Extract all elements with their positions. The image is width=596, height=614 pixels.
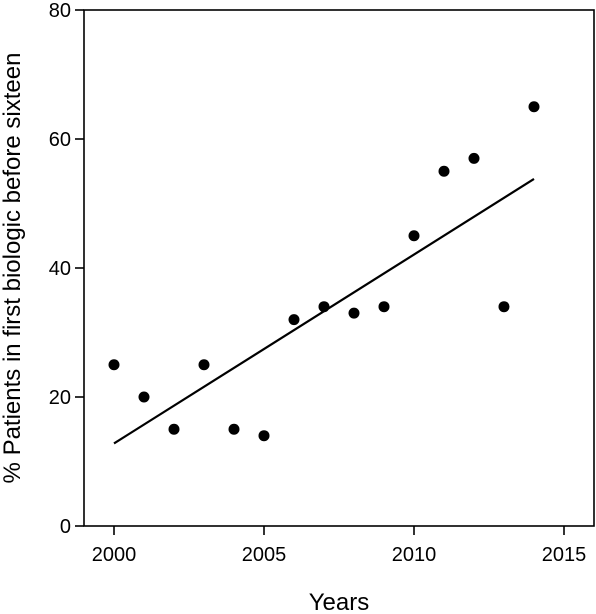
data-point: [348, 307, 360, 319]
data-point: [228, 423, 240, 435]
data-point: [438, 165, 450, 177]
x-tick-label: 2000: [92, 544, 137, 566]
data-point: [108, 359, 120, 371]
x-tick-label: 2010: [392, 544, 437, 566]
y-tick-label: 40: [49, 258, 71, 280]
data-point: [288, 314, 300, 326]
data-points: [108, 101, 540, 442]
x-tick-label: 2015: [542, 544, 587, 566]
y-tick-label: 0: [60, 516, 71, 538]
data-point: [198, 359, 210, 371]
data-point: [258, 430, 270, 442]
plot-frame: [83, 9, 595, 527]
data-point: [408, 230, 420, 242]
x-axis-title: Years: [309, 589, 370, 614]
y-tick-label: 20: [49, 387, 71, 409]
data-point: [168, 423, 180, 435]
data-point: [528, 101, 540, 113]
y-axis-title: % Patients in first biologic before sixt…: [0, 53, 26, 484]
data-point: [468, 152, 480, 164]
axis-ticks: [75, 9, 565, 535]
y-tick-label: 80: [49, 0, 71, 22]
data-point: [498, 301, 510, 313]
data-point: [318, 301, 330, 313]
axis-tick-labels: 2000 2005 2010 2015 0 20 40 60 80: [49, 0, 587, 566]
x-tick-label: 2005: [242, 544, 287, 566]
data-point: [378, 301, 390, 313]
y-tick-label: 60: [49, 129, 71, 151]
data-point: [138, 391, 150, 403]
